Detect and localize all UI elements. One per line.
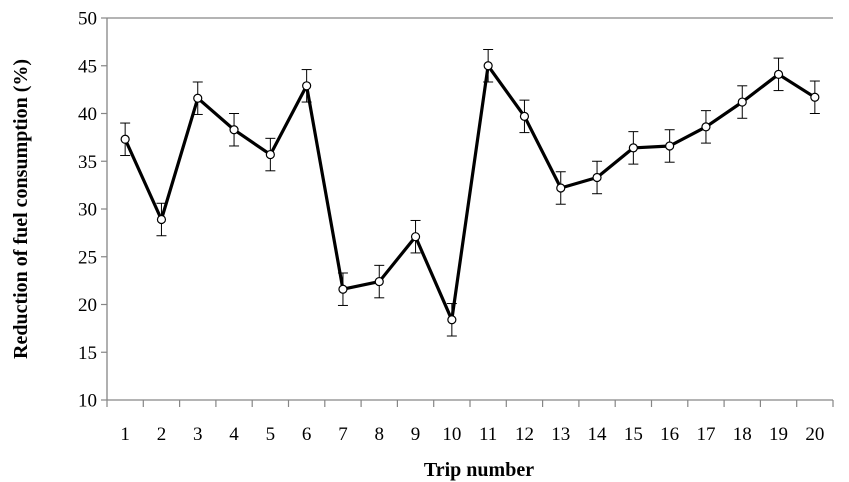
y-tick-label: 10 (78, 391, 97, 412)
data-series (120, 61, 820, 325)
data-point (556, 183, 566, 193)
data-point (665, 141, 675, 151)
y-axis-ticks: 10 15 20 25 30 35 40 45 50 (78, 9, 107, 412)
data-point (592, 172, 602, 183)
y-tick-label: 20 (78, 295, 97, 316)
x-tick-label: 2 (157, 424, 167, 445)
data-point (483, 61, 493, 71)
x-tick-label: 18 (733, 424, 752, 445)
x-axis-title: Trip number (424, 459, 534, 481)
x-tick-label: 13 (551, 424, 570, 445)
y-axis-title: Reduction of fuel consumption (%) (10, 59, 32, 359)
data-point (737, 97, 747, 107)
data-point (810, 92, 820, 102)
series-line (123, 64, 816, 322)
x-tick-label: 7 (338, 424, 348, 445)
x-tick-label: 16 (660, 424, 679, 445)
data-point (410, 232, 421, 242)
x-tick-label: 19 (769, 424, 788, 445)
x-tick-label: 6 (302, 424, 312, 445)
data-point (447, 315, 457, 325)
data-point (701, 122, 711, 132)
y-tick-label: 30 (78, 200, 97, 221)
data-point (156, 214, 167, 225)
data-point (773, 69, 784, 79)
data-point (519, 111, 530, 121)
y-tick-label: 40 (78, 104, 97, 125)
x-tick-label: 8 (375, 424, 385, 445)
data-point (374, 276, 384, 287)
x-tick-label: 10 (442, 424, 461, 445)
x-tick-label: 4 (229, 424, 239, 445)
x-axis-ticks: 1 2 3 4 5 6 7 8 9 10 11 12 13 14 15 16 17 18 19 20 (106, 400, 834, 445)
data-point (628, 143, 638, 153)
x-tick-label: 9 (411, 424, 421, 445)
data-point (229, 125, 239, 135)
data-point (265, 149, 275, 160)
x-tick-label: 14 (588, 424, 608, 445)
y-tick-label: 35 (78, 152, 97, 173)
chart-axes (106, 17, 833, 401)
y-tick-label: 45 (78, 56, 97, 77)
x-tick-label: 1 (120, 424, 130, 445)
data-point (193, 93, 203, 103)
y-tick-label: 15 (78, 343, 97, 364)
x-tick-label: 17 (696, 424, 715, 445)
x-tick-label: 11 (479, 424, 497, 445)
data-point (338, 284, 348, 294)
x-tick-label: 3 (193, 424, 203, 445)
data-point (120, 134, 130, 144)
data-point (302, 81, 312, 91)
x-tick-label: 12 (515, 424, 534, 445)
y-tick-label: 25 (78, 247, 97, 268)
x-tick-label: 20 (805, 424, 824, 445)
x-tick-label: 15 (624, 424, 643, 445)
x-tick-label: 5 (266, 424, 276, 445)
y-tick-label: 50 (78, 9, 97, 30)
